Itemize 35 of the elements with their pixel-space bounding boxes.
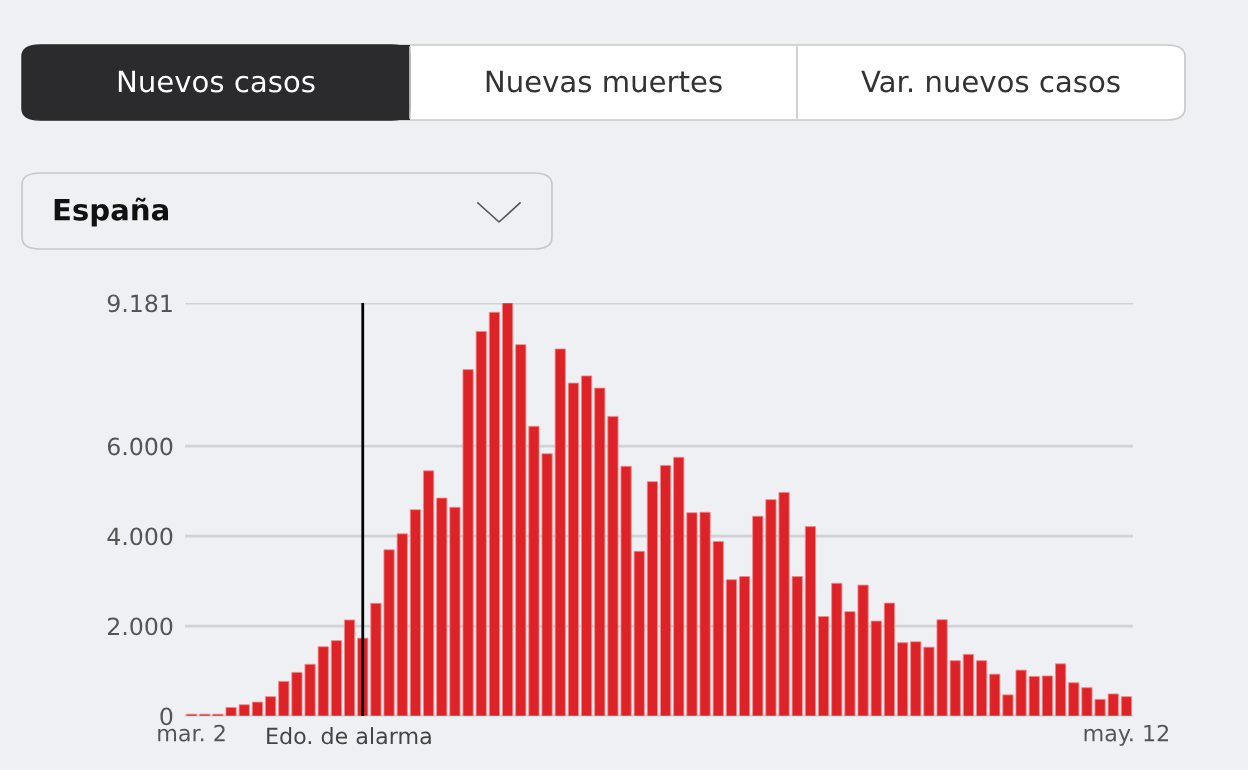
bar [409,509,421,716]
bar [818,616,830,716]
bar [581,375,593,716]
bar [1055,663,1067,716]
x-tick-label: may. 12 [1084,724,1169,746]
y-tick-label: 4.000 [107,527,173,546]
bar [423,470,435,716]
bar [488,311,500,716]
bar [1041,675,1053,716]
bar [739,576,751,716]
bar [725,579,737,716]
bar [502,303,514,716]
bar [962,653,974,716]
bar [897,642,909,716]
y-tick-label: 9.181 [107,294,172,313]
bar [660,465,672,716]
text: Nuevos casos [118,70,315,93]
y-tick-label: 6.000 [107,437,173,456]
text: Var. nuevos casos [861,70,1120,93]
text: España [54,197,168,227]
bar [976,660,988,716]
bar [567,382,579,716]
text: Nuevas muertes [486,70,722,93]
bar [344,619,356,716]
bar [330,640,342,716]
y-tick-label: 2.000 [108,617,173,636]
bar [883,602,895,716]
x-tick-label: mar. 2 [158,724,225,742]
bar [646,481,658,716]
y-tick-label: 0 [160,707,173,726]
ref-line-label: Edo. de alarma [267,727,431,745]
bar [265,696,277,716]
bar [804,526,816,716]
bar [251,701,263,716]
bar [1120,696,1132,716]
